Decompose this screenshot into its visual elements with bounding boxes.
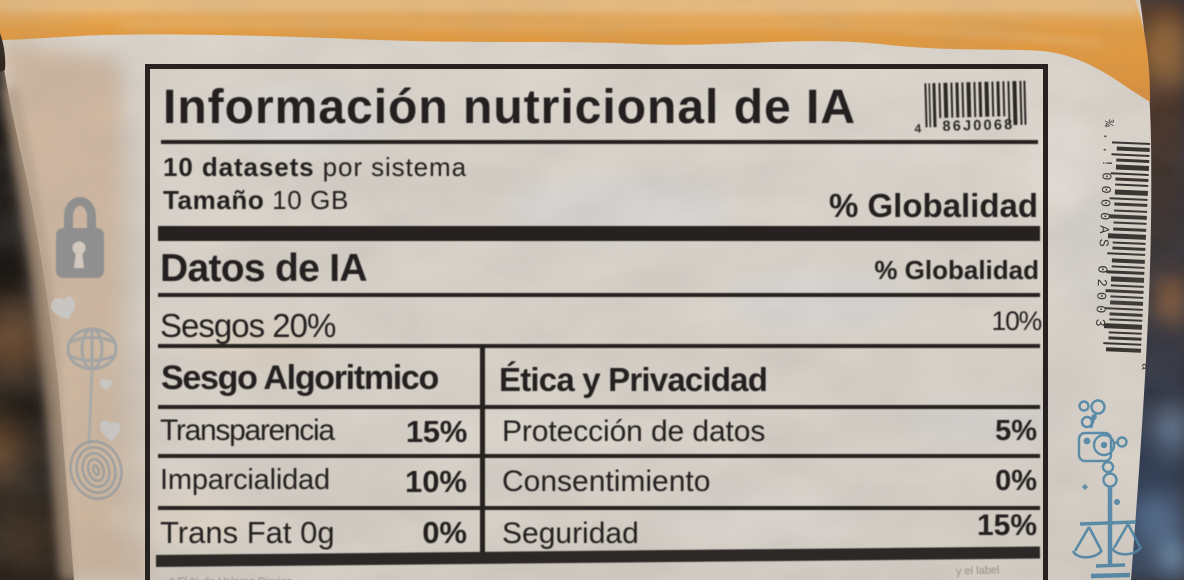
- svg-text:86J0068: 86J0068: [942, 117, 1014, 135]
- svg-text:4: 4: [914, 121, 921, 135]
